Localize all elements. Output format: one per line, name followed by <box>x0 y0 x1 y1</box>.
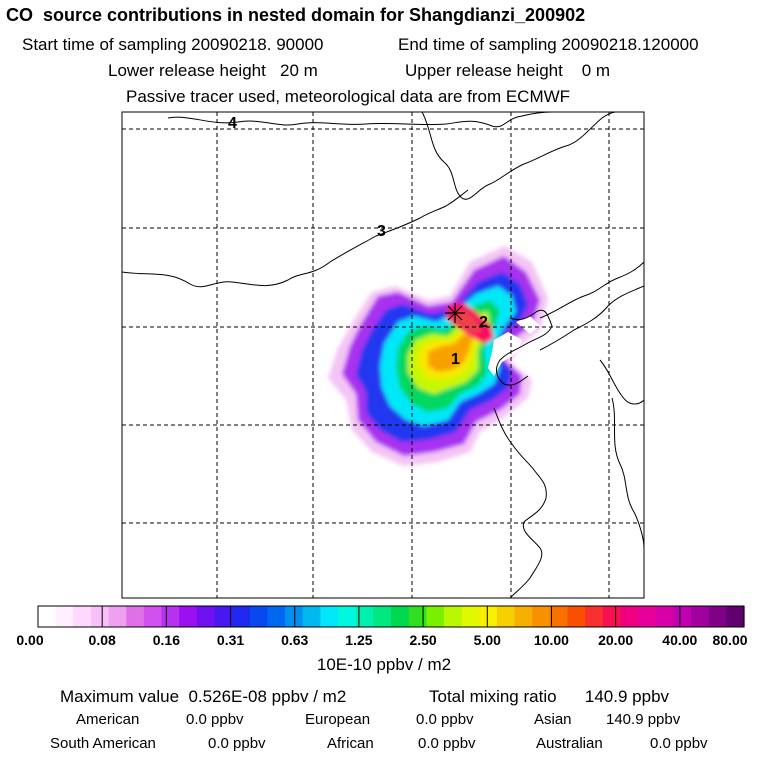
tracer-note: Passive tracer used, meteorological data… <box>126 87 571 106</box>
coast-liaodong <box>539 285 644 351</box>
field-core-inner <box>452 310 482 334</box>
colorbar-tick-label: 80.00 <box>712 632 748 648</box>
american-label: American <box>76 711 140 728</box>
asian-value: 140.9 ppbv <box>606 711 681 728</box>
border-line-north <box>167 112 553 128</box>
region-label-3: 3 <box>377 223 386 240</box>
colorbar-tick-label: 20.00 <box>598 632 634 648</box>
end-time: End time of sampling 20090218.120000 <box>398 35 699 54</box>
lower-release-height: Lower release height 20 m <box>108 61 318 80</box>
colorbar-tick-label: 0.16 <box>152 632 180 648</box>
colorbar-tick-label: 0.31 <box>216 632 245 648</box>
map-grid <box>122 112 644 598</box>
coast-peninsula <box>599 359 644 405</box>
asian-label: Asian <box>534 711 572 728</box>
african-label: African <box>327 735 374 752</box>
sea-cutout <box>488 332 522 376</box>
australian-value: 0.0 ppbv <box>650 735 708 752</box>
colorbar-tick-label: 0.00 <box>16 632 44 648</box>
coast-bohai <box>496 309 553 386</box>
colorbar-tick-label: 5.00 <box>473 632 501 648</box>
colorbar-unit: 10E-10 ppbv / m2 <box>316 655 452 674</box>
colorbar-tick-label: 40.00 <box>662 632 698 648</box>
coast-south <box>493 407 547 598</box>
border-line-middle <box>122 189 469 288</box>
border-line-northeast <box>421 112 617 200</box>
south-american-value: 0.0 ppbv <box>208 735 266 752</box>
region-label-4: 4 <box>228 115 237 132</box>
region-label-2: 2 <box>479 314 488 331</box>
total-mixing-ratio: Total mixing ratio 140.9 ppbv <box>429 687 670 706</box>
start-time: Start time of sampling 20090218. 90000 <box>22 35 324 54</box>
colorbar-tick-label: 10.00 <box>533 632 569 648</box>
european-label: European <box>305 711 371 728</box>
upper-release-height: Upper release height 0 m <box>405 61 611 80</box>
coast-korea <box>611 397 644 549</box>
colorbar-tick-label: 1.25 <box>345 632 373 648</box>
contribution-field <box>328 246 548 466</box>
maximum-value: Maximum value 0.526E-08 ppbv / m2 <box>60 687 347 706</box>
sea-cutout-small <box>516 316 540 334</box>
region-label-1: 1 <box>451 351 460 368</box>
station-cross-icon <box>445 303 465 323</box>
colorbar-tick-label: 0.63 <box>281 632 309 648</box>
european-value: 0.0 ppbv <box>416 711 474 728</box>
coastlines <box>122 112 644 598</box>
african-value: 0.0 ppbv <box>418 735 476 752</box>
page-title: CO source contributions in nested domain… <box>6 5 586 25</box>
map-frame <box>121 111 645 599</box>
field-orange <box>428 330 474 372</box>
colorbar-tick-label: 0.08 <box>88 632 116 648</box>
coast-east <box>539 261 644 319</box>
colorbar-tick-label: 2.50 <box>409 632 437 648</box>
australian-label: Australian <box>536 735 603 752</box>
american-value: 0.0 ppbv <box>186 711 244 728</box>
south-american-label: South American <box>50 735 156 752</box>
